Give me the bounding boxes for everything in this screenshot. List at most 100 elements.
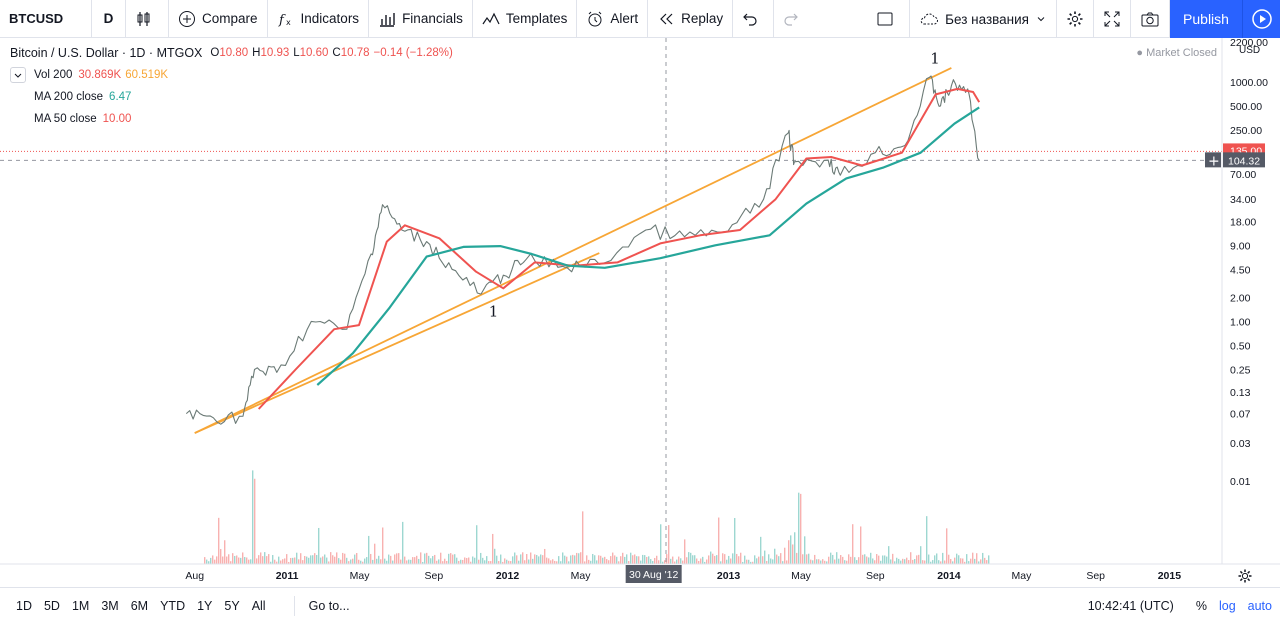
log-toggle[interactable]: log — [1218, 599, 1236, 613]
volume-bar — [878, 555, 880, 564]
camera-icon — [1141, 12, 1159, 27]
volume-bar — [390, 555, 392, 564]
volume-bar — [558, 556, 560, 564]
volume-bar — [552, 559, 554, 564]
currency-label: USD — [1239, 45, 1260, 56]
percent-toggle[interactable]: % — [1195, 599, 1207, 613]
volume-bar — [748, 559, 750, 564]
volume-bar — [860, 526, 862, 564]
snapshot-button[interactable] — [1131, 0, 1170, 38]
price-tick-label: 2.00 — [1230, 292, 1251, 304]
volume-bar — [950, 558, 952, 564]
volume-bar — [584, 561, 586, 564]
range-button-1y[interactable]: 1Y — [197, 598, 213, 613]
price-chart[interactable]: 11 2200.001000.00500.00250.0070.0034.001… — [0, 38, 1280, 587]
volume-bar — [926, 516, 928, 564]
crosshair-plus-bg[interactable] — [1205, 152, 1221, 168]
legend-ma200-row[interactable]: MA 200 close 6.47 — [10, 86, 457, 108]
volume-bar — [836, 552, 838, 564]
volume-bar — [856, 560, 858, 564]
volume-bar — [496, 555, 498, 564]
volume-bar — [798, 492, 800, 564]
undo-button[interactable] — [733, 0, 775, 38]
legend-volume-row[interactable]: Vol 200 30.869K 60.519K — [10, 64, 457, 86]
range-button-3m[interactable]: 3M — [101, 598, 119, 613]
volume-bar — [410, 559, 412, 564]
volume-bar — [642, 554, 644, 564]
settings-button[interactable] — [1057, 0, 1094, 38]
layout-name-dropdown[interactable]: Без названия — [910, 0, 1057, 38]
volume-bar — [828, 556, 830, 564]
collapse-legend-button[interactable] — [10, 67, 26, 83]
range-button-all[interactable]: All — [251, 598, 266, 613]
volume-value-1: 30.869K — [78, 69, 122, 81]
volume-bar — [224, 540, 226, 564]
range-button-5y[interactable]: 5Y — [224, 598, 240, 613]
volume-bar — [690, 552, 692, 564]
ma50-series — [257, 87, 981, 410]
volume-bar — [548, 558, 550, 564]
volume-bar — [316, 554, 318, 564]
volume-bar — [474, 557, 476, 564]
volume-bar — [638, 556, 640, 564]
volume-bar — [608, 560, 610, 564]
volume-bar — [362, 561, 364, 564]
financials-button[interactable]: Financials — [369, 0, 473, 38]
fullscreen-button[interactable] — [1094, 0, 1131, 38]
volume-bar — [346, 557, 348, 564]
compare-button[interactable]: Compare — [169, 0, 268, 38]
redo-button[interactable] — [774, 0, 814, 38]
volume-bar — [790, 535, 792, 564]
symbol-search[interactable]: BTCUSD — [0, 0, 92, 38]
legend-ma50-row[interactable]: MA 50 close 10.00 — [10, 108, 457, 130]
auto-toggle[interactable]: auto — [1247, 599, 1272, 613]
range-button-1m[interactable]: 1M — [71, 598, 90, 613]
legend-low: L10.60 — [293, 47, 328, 59]
volume-bar — [292, 557, 294, 564]
gear-spokes[interactable] — [1238, 569, 1252, 583]
goto-button[interactable]: Go to... — [293, 595, 350, 616]
volume-bar — [952, 561, 954, 564]
replay-button[interactable]: Replay — [648, 0, 734, 38]
volume-bar — [696, 558, 698, 564]
volume-bar — [290, 557, 292, 564]
plus-icon[interactable]: + — [1208, 153, 1220, 169]
volume-bar — [680, 558, 682, 564]
volume-bar — [972, 552, 974, 564]
volume-bar — [420, 552, 422, 564]
volume-bar — [400, 559, 402, 564]
range-button-5d[interactable]: 5D — [43, 598, 60, 613]
publish-button[interactable]: Publish — [1170, 0, 1242, 38]
indicators-label: Indicators — [300, 11, 360, 26]
time-tick-label: Sep — [425, 570, 444, 582]
interval-label: D — [103, 11, 114, 26]
volume-bar — [252, 470, 254, 564]
volume-bar — [456, 557, 458, 564]
volume-bar — [702, 556, 704, 564]
volume-bar — [912, 559, 914, 564]
bar-style-button[interactable] — [126, 0, 169, 38]
volume-bar — [946, 528, 948, 564]
range-button-6m[interactable]: 6M — [130, 598, 149, 613]
axis-settings-icon[interactable] — [1238, 569, 1252, 583]
layout-select-button[interactable] — [867, 0, 911, 38]
volume-bar — [428, 555, 430, 564]
volume-bar — [394, 554, 396, 564]
interval-button[interactable]: D — [92, 0, 126, 38]
gear-icon[interactable] — [1241, 572, 1249, 580]
volume-bar — [562, 552, 564, 564]
volume-bar — [438, 559, 440, 564]
range-button-ytd[interactable]: YTD — [160, 598, 186, 613]
templates-button[interactable]: Templates — [473, 0, 578, 38]
play-button[interactable] — [1242, 0, 1280, 38]
range-button-1d[interactable]: 1D — [16, 598, 32, 613]
alert-button[interactable]: Alert — [577, 0, 649, 38]
publish-label: Publish — [1183, 11, 1229, 27]
volume-bar — [594, 555, 596, 564]
volume-bar — [592, 553, 594, 564]
volume-bar — [954, 557, 956, 564]
clock[interactable]: 10:42:41 (UTC) — [1087, 599, 1174, 613]
volume-bar — [210, 557, 212, 564]
